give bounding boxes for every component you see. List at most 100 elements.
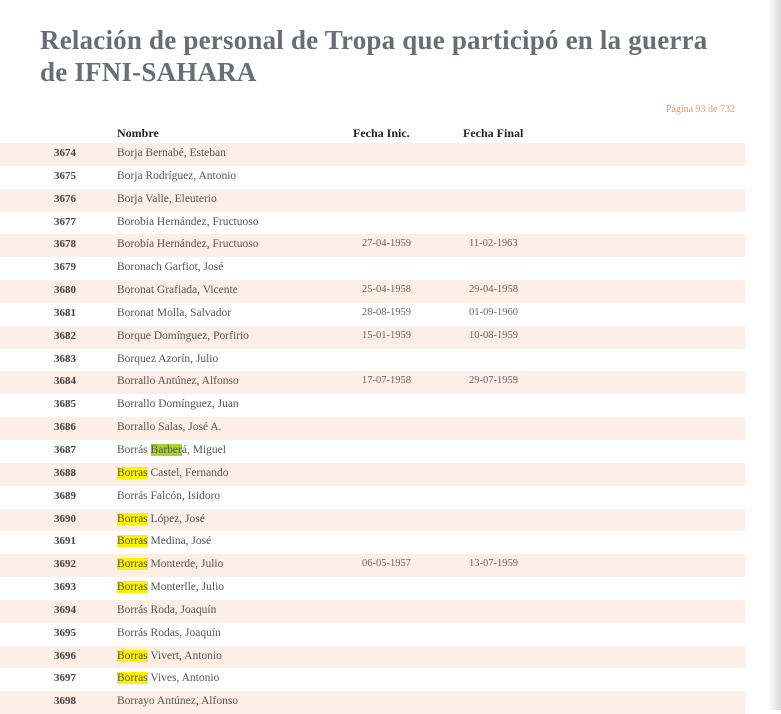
- person-name: Borrás Roda, Joaquín: [117, 603, 217, 616]
- person-name: Borras Vives, Antonio: [117, 672, 220, 685]
- row-number: 3693: [54, 581, 76, 594]
- name-rest: Monterlle, Julio: [147, 581, 225, 594]
- person-name: Borja Valle, Eleuterio: [117, 192, 217, 205]
- row-number: 3687: [54, 443, 76, 456]
- row-number: 3686: [54, 421, 76, 434]
- row-number: 3692: [54, 558, 76, 571]
- search-highlight: Borras: [117, 649, 148, 662]
- search-highlight: Borras: [117, 558, 148, 571]
- row-number: 3689: [54, 489, 76, 502]
- person-name: Borrayo Antúnez, Alfonso: [117, 695, 239, 708]
- table-row: 3696 Borras Vivert, Antonio: [0, 645, 745, 669]
- table-row: 3693 Borras Monterlle, Julio: [0, 577, 745, 600]
- person-name: Boronach Garfiot, José: [117, 261, 224, 274]
- table-row: 3698 Borrayo Antúnez, Alfonso: [0, 691, 745, 714]
- table-row: 3681 Boronat Molla, Salvador 28-08-1959 01-…: [0, 303, 745, 326]
- end-date: 10-08-1959: [469, 329, 518, 341]
- person-name: Borras Vivert, Antonio: [117, 649, 222, 662]
- person-name: Borrallo Domínguez, Juan: [117, 398, 239, 411]
- row-number: 3674: [54, 147, 76, 159]
- name-rest: Monterde, Julio: [147, 558, 224, 571]
- row-number: 3698: [54, 695, 76, 708]
- start-date: 06-05-1957: [362, 558, 411, 570]
- person-name: Boronat Molla, Salvador: [117, 306, 232, 319]
- row-number: 3677: [54, 215, 76, 228]
- end-date: 01-09-1960: [469, 306, 518, 318]
- personnel-table: 3674 Borja Bernabé, Esteban 3675 Borja Rodr…: [0, 143, 745, 714]
- table-row: 3692 Borras Monterde, Julio 06-05-1957 13-0…: [0, 554, 745, 578]
- name-rest: á, Miguel: [181, 443, 226, 456]
- table-row: 3682 Borque Domínguez, Porfirio 15-01-1959…: [0, 325, 745, 349]
- table-row: 3690 Borras López, José: [0, 508, 745, 532]
- person-name: Borquez Azorín, Julio: [117, 352, 219, 365]
- table-row: 3691 Borras Medina, José: [0, 531, 745, 554]
- table-row: 3694 Borrás Roda, Joaquín: [0, 599, 745, 623]
- person-name: Borras López, José: [117, 512, 205, 525]
- row-number: 3683: [54, 352, 76, 365]
- name-rest: Vivert, Antonio: [147, 649, 222, 662]
- person-name: Borrallo Salas, José A.: [117, 421, 222, 434]
- person-name: Borobia Hernández, Fructuoso: [117, 215, 259, 228]
- table-row: 3677 Borobia Hernández, Fructuoso: [0, 212, 745, 235]
- row-number: 3684: [54, 375, 76, 388]
- person-name: Borras Monterlle, Julio: [117, 581, 225, 594]
- page-edge-shadow: [769, 0, 781, 710]
- table-row: 3686 Borrallo Salas, José A.: [0, 417, 745, 440]
- row-number: 3696: [54, 649, 76, 662]
- search-highlight: Borras: [117, 581, 148, 594]
- table-row: 3684 Borrallo Antúnez, Alfonso 17-07-1958 2…: [0, 371, 745, 395]
- start-date: 25-04-1958: [362, 284, 411, 296]
- page-number-label: Página 93 de 732: [665, 104, 735, 115]
- row-number: 3688: [54, 466, 76, 479]
- table-row: 3688 Borras Castel, Fernando: [0, 462, 745, 486]
- search-highlight: Borras: [117, 466, 148, 479]
- row-number: 3680: [54, 284, 76, 297]
- row-number: 3679: [54, 261, 76, 274]
- table-row: 3678 Borobía Hernández, Fructuoso 27-04-19…: [0, 234, 745, 258]
- person-name: Borras Medina, José: [117, 535, 212, 548]
- person-name: Borja Rodríguez, Antonio: [117, 169, 237, 182]
- search-highlight: Borras: [117, 672, 148, 685]
- search-highlight: Borras: [117, 535, 148, 548]
- row-number: 3678: [54, 238, 76, 251]
- table-row: 3675 Borja Rodríguez, Antonio: [0, 166, 745, 189]
- row-number: 3690: [54, 512, 76, 525]
- row-number: 3682: [54, 329, 76, 342]
- person-name: Borobía Hernández, Fructuoso: [117, 238, 259, 251]
- name-rest: Medina, José: [147, 535, 212, 548]
- name-prefix: Borrás: [117, 443, 151, 456]
- end-date: 13-07-1959: [469, 558, 518, 570]
- table-row: 3689 Borrás Falcón, Isidoro: [0, 486, 745, 509]
- start-date: 27-04-1959: [362, 238, 411, 250]
- person-name: Borque Domínguez, Porfirio: [117, 329, 249, 342]
- search-highlight: Borras: [117, 512, 148, 525]
- table-row: 3680 Boronat Grafiada, Vicente 25-04-1958 2…: [0, 280, 745, 303]
- name-rest: Castel, Fernando: [147, 466, 229, 479]
- table-row: 3676 Borja Valle, Eleuterio: [0, 188, 745, 212]
- person-name: Borras Castel, Fernando: [117, 466, 229, 479]
- row-number: 3697: [54, 672, 76, 685]
- row-number: 3694: [54, 603, 76, 616]
- table-row: 3687 Borrás Barberá, Miguel: [0, 440, 745, 463]
- column-header-end-date: Fecha Final: [463, 126, 524, 140]
- person-name: Borras Monterde, Julio: [117, 558, 224, 571]
- column-header-start-date: Fecha Inic.: [353, 126, 410, 140]
- column-header-name: Nombre: [117, 126, 159, 140]
- person-name: Borrás Rodas, Joaquín: [117, 626, 221, 639]
- row-number: 3676: [54, 192, 76, 205]
- table-row: 3679 Boronach Garfiot, José: [0, 257, 745, 280]
- person-name: Borrás Barberá, Miguel: [117, 443, 226, 456]
- search-highlight: Barber: [150, 443, 182, 456]
- row-number: 3695: [54, 626, 76, 639]
- table-row: 3674 Borja Bernabé, Esteban: [0, 143, 745, 166]
- end-date: 11-02-1963: [469, 238, 518, 250]
- page-title: Relación de personal de Tropa que partic…: [40, 25, 708, 87]
- row-number: 3675: [54, 169, 76, 182]
- table-row: 3695 Borrás Rodas, Joaquín: [0, 623, 745, 646]
- name-rest: Vives, Antonio: [147, 672, 220, 685]
- name-rest: López, José: [147, 512, 205, 525]
- person-name: Borrás Falcón, Isidoro: [117, 489, 221, 502]
- table-row: 3697 Borras Vives, Antonio: [0, 668, 745, 691]
- start-date: 28-08-1959: [362, 306, 411, 318]
- start-date: 15-01-1959: [362, 329, 411, 341]
